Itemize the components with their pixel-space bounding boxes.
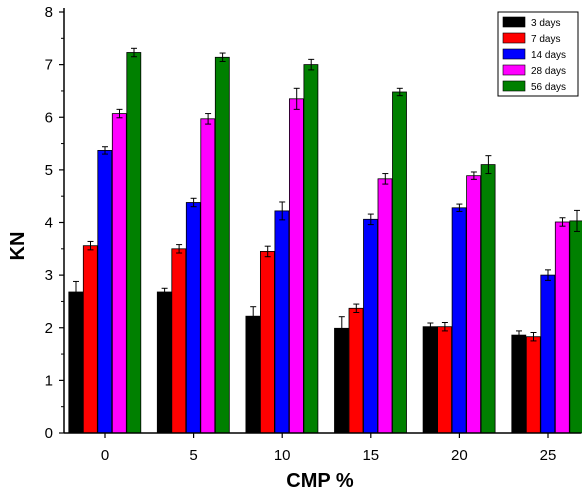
y-tick-label: 1 (45, 372, 53, 389)
bar-28-days-cat-0 (111, 113, 127, 434)
legend-swatch (502, 48, 526, 60)
y-tick-label: 3 (45, 267, 53, 284)
bar-3-days-cat-25 (511, 334, 527, 434)
bar-14-days-cat-20 (451, 207, 467, 434)
bar-7-days-cat-20 (437, 326, 453, 434)
y-axis-label: KN (7, 232, 29, 261)
bar-7-days-cat-10 (259, 250, 275, 434)
bar-56-days-cat-25 (569, 220, 582, 434)
legend-label: 56 days (531, 82, 566, 93)
legend-label: 7 days (531, 34, 560, 45)
bar-28-days-cat-10 (288, 98, 304, 434)
legend-label: 28 days (531, 66, 566, 77)
axes-layer: 0 1 2 3 4 5 6 7 8 0 5 10 15 20 25 (45, 4, 581, 464)
bar-28-days-cat-15 (377, 178, 393, 434)
bar-14-days-cat-5 (185, 202, 201, 434)
x-tick-label: 0 (101, 447, 109, 464)
legend-swatch (502, 16, 526, 28)
bar-14-days-cat-25 (540, 274, 556, 434)
x-tick-label: 15 (362, 447, 379, 464)
y-tick-label: 7 (45, 57, 53, 74)
bar-3-days-cat-15 (334, 327, 349, 434)
bar-56-days-cat-10 (303, 64, 319, 434)
legend-swatch (502, 64, 526, 76)
bar-3-days-cat-20 (422, 326, 438, 434)
y-tick-label: 2 (45, 320, 53, 337)
bar-56-days-cat-15 (392, 91, 407, 434)
bar-28-days-cat-20 (466, 175, 482, 434)
bar-7-days-cat-0 (82, 245, 98, 434)
y-tick-label: 5 (45, 162, 53, 179)
bar-56-days-cat-20 (480, 164, 496, 434)
x-tick-label: 5 (189, 447, 197, 464)
y-tick-label: 6 (45, 109, 53, 126)
y-tick-label: 0 (45, 425, 53, 442)
legend-swatch (502, 80, 526, 92)
x-tick-label: 25 (540, 447, 557, 464)
x-tick-label: 20 (451, 447, 468, 464)
y-tick-label: 4 (45, 215, 53, 232)
bar-3-days-cat-5 (156, 291, 172, 434)
legend-swatch (502, 32, 526, 44)
legend-label: 3 days (531, 18, 560, 29)
legend-label: 14 days (531, 50, 566, 61)
bar-56-days-cat-5 (214, 56, 230, 434)
bar-56-days-cat-0 (126, 52, 142, 434)
x-axis-label: CMP % (286, 470, 354, 492)
x-tick-label: 10 (274, 447, 291, 464)
bar-14-days-cat-0 (97, 149, 113, 434)
bar-14-days-cat-10 (274, 210, 290, 434)
legend: 3 days 7 days 14 days 28 days 56 days (497, 11, 579, 97)
bar-3-days-cat-0 (68, 291, 84, 434)
bar-28-days-cat-25 (554, 221, 570, 434)
y-tick-label: 8 (45, 4, 53, 21)
bar-7-days-cat-25 (525, 336, 541, 434)
bar-14-days-cat-15 (363, 218, 378, 434)
bar-7-days-cat-5 (171, 248, 187, 434)
bar-7-days-cat-15 (348, 307, 364, 434)
bar-3-days-cat-10 (245, 315, 261, 434)
bar-28-days-cat-5 (200, 118, 216, 434)
